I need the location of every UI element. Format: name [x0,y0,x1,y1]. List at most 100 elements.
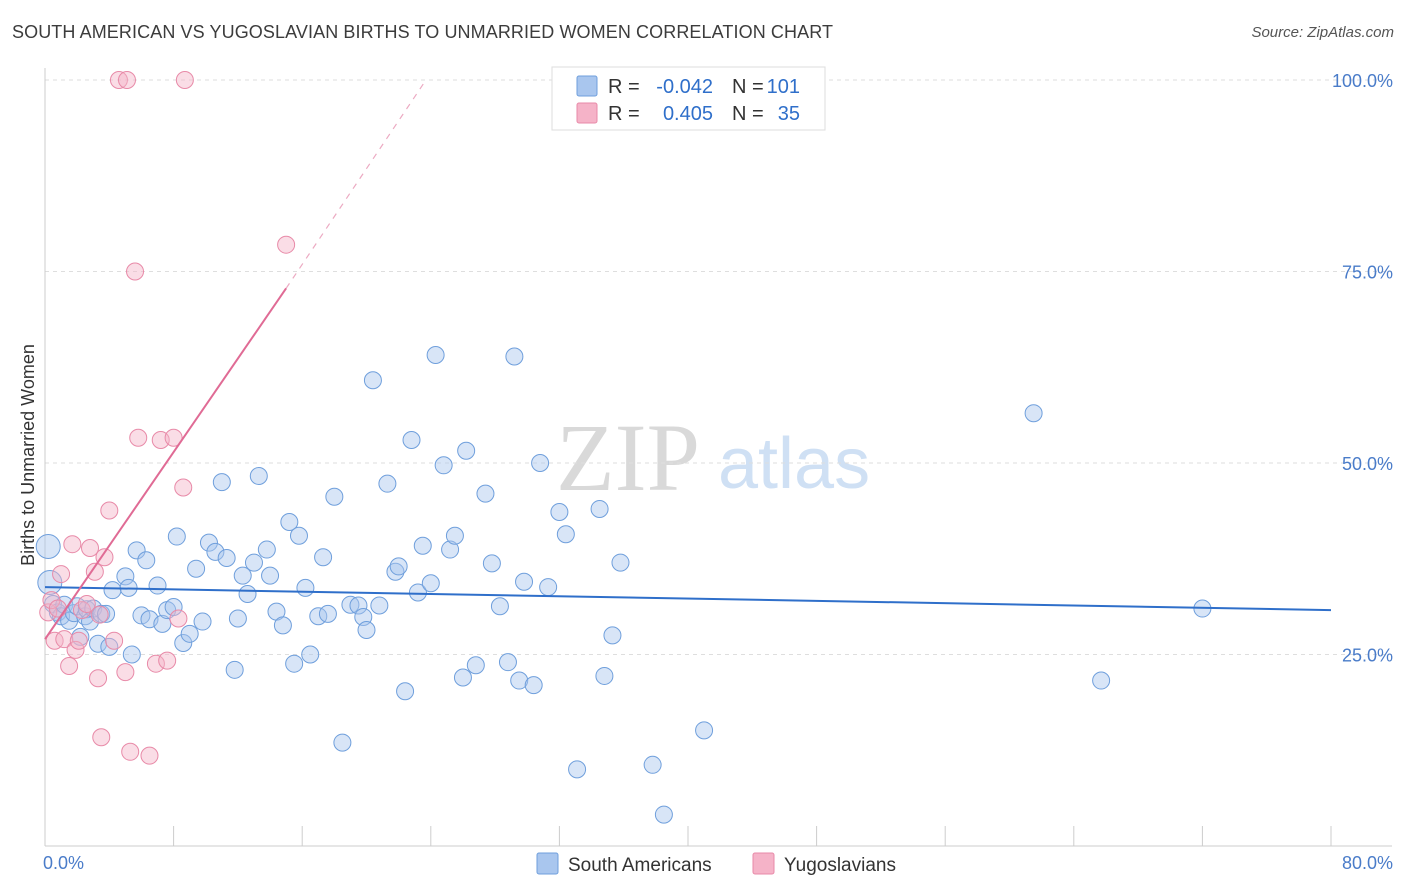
south-american-point-99 [695,721,714,740]
south-american-point-100 [1024,404,1043,423]
south-american-point-87 [524,676,543,695]
south-american-point-51 [289,526,308,545]
south-american-point-34 [193,612,212,631]
south-american-point-98 [654,805,673,824]
south-american-point-65 [378,474,397,493]
south-american-point-79 [466,656,485,675]
south-american-point-36 [206,542,225,561]
south-american-point-55 [314,548,333,567]
south-american-point-27 [153,614,172,633]
yugoslavian-point-3 [48,599,67,618]
south-american-point-74 [434,456,453,475]
tick-labels: 25.0% 50.0% 75.0% 100.0% 0.0% 80.0% [43,71,1393,873]
legend-r-label-2: R = [608,103,640,125]
south-american-point-78 [457,441,476,460]
legend-r-label-1: R = [608,76,640,98]
yugoslavian-point-9 [69,631,88,650]
south-american-point-33 [187,559,206,578]
yugoslavian-point-17 [100,501,119,520]
south-american-point-29 [164,598,183,617]
south-american-point-48 [273,616,292,635]
south-american-point-15 [92,604,111,623]
south-american-point-40 [228,609,247,628]
legend-r-value-2: 0.405 [663,103,713,125]
south-american-point-43 [244,553,263,572]
correlation-legend: R = -0.042 N = 101 R = 0.405 N = 35 [551,66,826,131]
yugoslavian-point-27 [169,609,188,628]
south-american-point-73 [426,345,445,364]
y-tick-label-0: 25.0% [1342,646,1393,666]
yugoslavian-point-18 [105,631,124,650]
south-american-point-60 [349,596,368,615]
trend-lines [44,79,1332,640]
legend-r-value-1: -0.042 [656,76,713,98]
yugoslavian-point-11 [77,594,96,613]
x-tick-label-0: 0.0% [43,853,84,873]
y-tick-label-2: 75.0% [1342,263,1393,283]
south-american-point-77 [453,668,472,687]
axes [44,68,1392,847]
series-legend: South Americans Yugoslavians [536,852,896,876]
yugoslavian-point-32 [126,262,145,281]
south-american-point-97 [643,755,662,774]
yugoslavian-point-10 [72,601,91,620]
yugoslavian-point-14 [89,669,108,688]
south-american-point-70 [408,583,427,602]
yugoslavian-point-28 [174,478,193,497]
south-american-point-52 [296,578,315,597]
trend-line-south-americans [44,586,1332,612]
south-american-point-83 [498,653,517,672]
south-american-point-50 [285,654,304,673]
south-american-point-19 [116,567,135,586]
watermark-atlas: atlas [718,424,870,504]
legend-n-value-2: 35 [778,103,800,125]
grid-lines [45,79,1392,655]
south-american-point-26 [148,576,167,595]
yugoslavian-point-16 [95,548,114,567]
trend-line-yugoslavians-extension [285,79,427,289]
south-american-point-63 [363,371,382,390]
legend-n-value-1: 101 [767,76,800,98]
chart-title: SOUTH AMERICAN VS YUGOSLAVIAN BIRTHS TO … [12,22,834,42]
south-american-point-30 [167,527,186,546]
south-american-point-37 [212,473,231,492]
south-american-point-44 [249,467,268,486]
series-legend-swatch-south-americans [536,852,559,875]
south-american-point-64 [370,596,389,615]
south-american-point-72 [421,574,440,593]
south-american-point-45 [257,540,276,559]
south-american-point-90 [550,503,569,522]
series-yugoslavians [39,71,296,765]
yugoslavian-point-23 [146,654,165,673]
yugoslavian-point-22 [140,746,159,765]
south-american-point-17 [100,637,119,656]
watermark-zip: ZIP [556,404,700,511]
south-american-point-62 [357,620,376,639]
south-american-point-31 [174,634,193,653]
south-american-point-92 [568,760,587,779]
yugoslavian-point-26 [164,428,183,447]
yugoslavian-point-33 [277,235,296,254]
y-tick-label-1: 50.0% [1342,454,1393,474]
south-american-point-84 [505,347,524,366]
south-american-point-24 [137,551,156,570]
south-american-point-35 [199,533,218,552]
south-american-point-96 [611,553,630,572]
south-american-point-69 [402,431,421,450]
south-american-point-94 [595,666,614,685]
yugoslavian-point-2 [45,631,64,650]
south-american-point-58 [333,733,352,752]
south-american-point-22 [127,541,146,560]
south-american-point-32 [180,624,199,643]
south-american-point-38 [217,548,236,567]
yugoslavian-point-21 [129,428,148,447]
yugoslavian-point-12 [81,539,100,558]
trend-line-yugoslavians [44,287,287,640]
yugoslavian-point-25 [158,651,177,670]
south-american-point-18 [103,581,122,600]
south-american-point-71 [413,536,432,555]
legend-swatch-yugoslavians [576,102,598,124]
yugoslavian-point-31 [175,71,194,89]
yugoslavian-point-6 [60,656,79,675]
